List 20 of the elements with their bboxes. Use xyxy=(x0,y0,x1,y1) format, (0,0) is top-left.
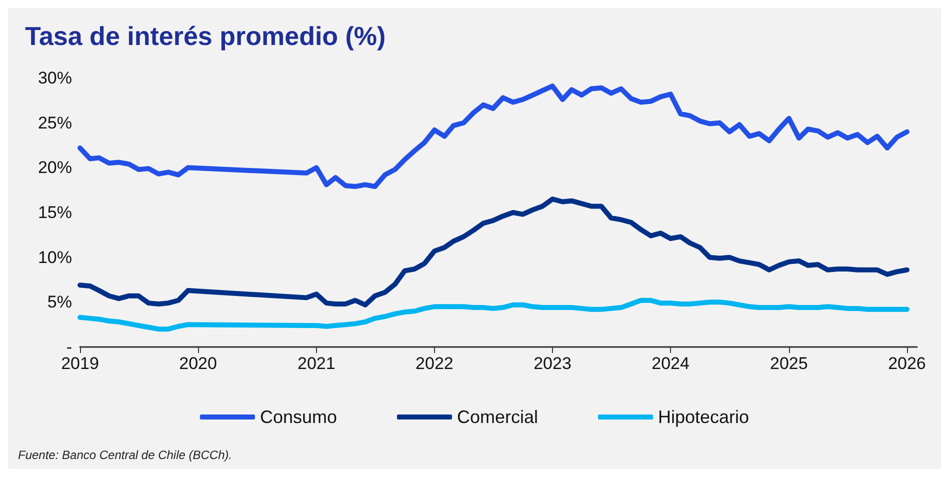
x-tick-label: 2024 xyxy=(652,354,690,373)
y-tick-label: 15% xyxy=(38,203,72,222)
x-tick-label: 2019 xyxy=(61,354,99,373)
x-tick-label: 2020 xyxy=(179,354,217,373)
y-tick-label: 20% xyxy=(38,158,72,178)
legend-label: Hipotecario xyxy=(658,407,750,427)
legend-label: Consumo xyxy=(260,407,337,427)
y-tick-label: 10% xyxy=(38,248,72,267)
y-tick-label: 25% xyxy=(38,113,72,132)
legend-label: Comercial xyxy=(456,407,538,427)
x-tick-label: 2022 xyxy=(416,354,454,373)
x-tick-label: 2025 xyxy=(770,354,808,373)
source-note: Fuente: Banco Central de Chile (BCCh). xyxy=(18,448,232,462)
y-tick-label: - xyxy=(66,338,72,356)
x-tick-label: 2021 xyxy=(298,354,336,373)
x-tick-label: 2026 xyxy=(888,354,926,373)
y-tick-label: 30% xyxy=(38,68,72,88)
chart-title: Tasa de interés promedio (%) xyxy=(25,21,386,51)
y-tick-label: 5% xyxy=(47,292,72,312)
x-tick-label: 2023 xyxy=(534,354,572,373)
